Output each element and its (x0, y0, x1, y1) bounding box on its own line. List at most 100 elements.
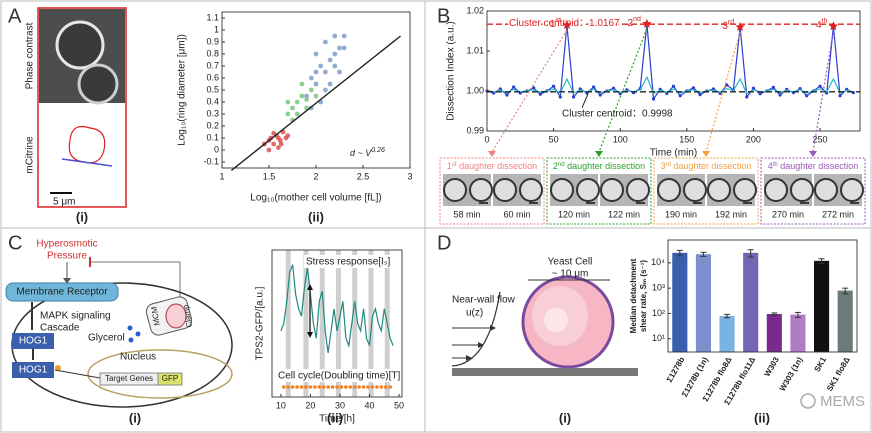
line-marker (798, 87, 802, 91)
glycerol-dot (135, 331, 141, 337)
dissection-box (653, 157, 759, 225)
profile-label: u(z) (466, 308, 483, 319)
line-marker (651, 97, 656, 101)
scatter-point (285, 99, 291, 105)
peak-label: 4th (816, 18, 828, 31)
x-tick-label: 10 (276, 400, 286, 410)
division-event (326, 385, 330, 389)
feedback-line (90, 261, 181, 300)
sub-label: (i) (559, 410, 571, 425)
y-tick-label: 1.02 (466, 5, 484, 15)
dissection-title: 1st daughter dissection (447, 161, 537, 171)
x-tick-label: 1.5 (263, 171, 276, 181)
dissection-suffix: st (452, 162, 457, 168)
cascade-label: MAPK signaling (40, 311, 111, 322)
image-cell (493, 178, 517, 202)
bar (766, 314, 782, 352)
dissection-time: 120 min (558, 209, 590, 219)
scatter-point (278, 141, 284, 147)
pointer (581, 93, 589, 108)
x-axis-label: Time/[h] (319, 414, 355, 425)
cell (55, 20, 105, 70)
annotation-exponent: 0.26 (371, 147, 385, 154)
watermark: MEMS (820, 393, 865, 410)
line-marker (591, 85, 596, 89)
division-event (383, 385, 388, 389)
nucleus (87, 349, 233, 399)
panel-label: B (437, 5, 450, 27)
y-tick-label: 0.4 (206, 96, 219, 106)
stress-pulse (319, 250, 325, 397)
y-axis-label: Median detachment (629, 258, 638, 333)
scatter-point (323, 87, 328, 93)
division-event (379, 385, 384, 389)
kinase-box (12, 362, 54, 378)
dissection-time: 58 min (453, 209, 480, 219)
scatter-point (294, 99, 300, 105)
gene-label: Target Genes (105, 374, 153, 383)
arrowhead (488, 151, 496, 157)
y-tick-label: 0.99 (466, 125, 484, 135)
dissection-time: 270 min (772, 209, 804, 219)
division-event (317, 385, 322, 389)
y-tick-label: 10³ (652, 283, 665, 293)
dissection-number: 1 (447, 161, 452, 171)
division-event (321, 385, 326, 389)
panel-label: D (437, 232, 451, 254)
scatter-point (271, 141, 277, 147)
x-tick-label: 250 (813, 134, 828, 144)
y-axis-label: Dissection Index (a.u.) (446, 21, 457, 121)
cell-outline (68, 125, 106, 164)
line-marker (771, 85, 776, 89)
division-event (335, 385, 339, 389)
scatter-point (285, 133, 291, 139)
scatter-point (337, 45, 342, 51)
line-marker (618, 92, 622, 96)
line-marker (678, 94, 682, 98)
stress-pulse (285, 250, 291, 397)
arrowhead (702, 151, 710, 157)
cell-label: Yeast Cell (548, 257, 593, 268)
device-label: MCM (149, 306, 161, 327)
bar (837, 290, 853, 352)
dissection-box (760, 157, 866, 225)
y-tick-label: 1.01 (466, 45, 484, 55)
category-label: SK1 flo8Δ (825, 355, 852, 392)
y-tick-label: -0.1 (203, 156, 219, 166)
peak-number: 3 (722, 21, 728, 32)
stimulus-label: Pressure (47, 251, 87, 262)
image-cell (469, 178, 493, 202)
arrow (54, 369, 101, 379)
division-event (361, 385, 366, 389)
arrowhead (809, 151, 817, 157)
line-marker (838, 94, 842, 98)
peak-suffix: st (555, 17, 561, 24)
bar (814, 260, 830, 352)
x-axis-label: Log₁₀(mother cell volume [fL]) (250, 193, 381, 204)
x-tick-label: 20 (305, 400, 315, 410)
y-tick-label: 0.1 (206, 132, 219, 142)
x-tick-label: 30 (335, 400, 345, 410)
peak-number: 4 (816, 20, 822, 31)
data-line (280, 264, 394, 353)
peak-number: 1 (550, 19, 556, 30)
annotation-bg (276, 369, 398, 382)
receptor (5, 282, 119, 302)
device-label: Clamp (181, 303, 194, 328)
y-tick-label: 1.00 (466, 85, 484, 95)
dissection-time: 272 min (822, 209, 854, 219)
scatter-point (299, 93, 305, 99)
reporter-label: GFP (162, 374, 178, 383)
wall (452, 368, 638, 376)
receptor-label: Membrane Receptor (16, 287, 108, 298)
dissection-box (546, 157, 652, 225)
stress-pulse (352, 250, 358, 397)
x-tick-label: 0 (484, 134, 489, 144)
size-label: ~ 10 μm (552, 269, 589, 280)
line-marker (552, 84, 556, 88)
scatter-point (299, 81, 305, 87)
division-event (290, 385, 295, 389)
y-axis-label: Log₁₀(ring diameter [μm]) (177, 34, 188, 146)
flow-profile (451, 291, 501, 367)
